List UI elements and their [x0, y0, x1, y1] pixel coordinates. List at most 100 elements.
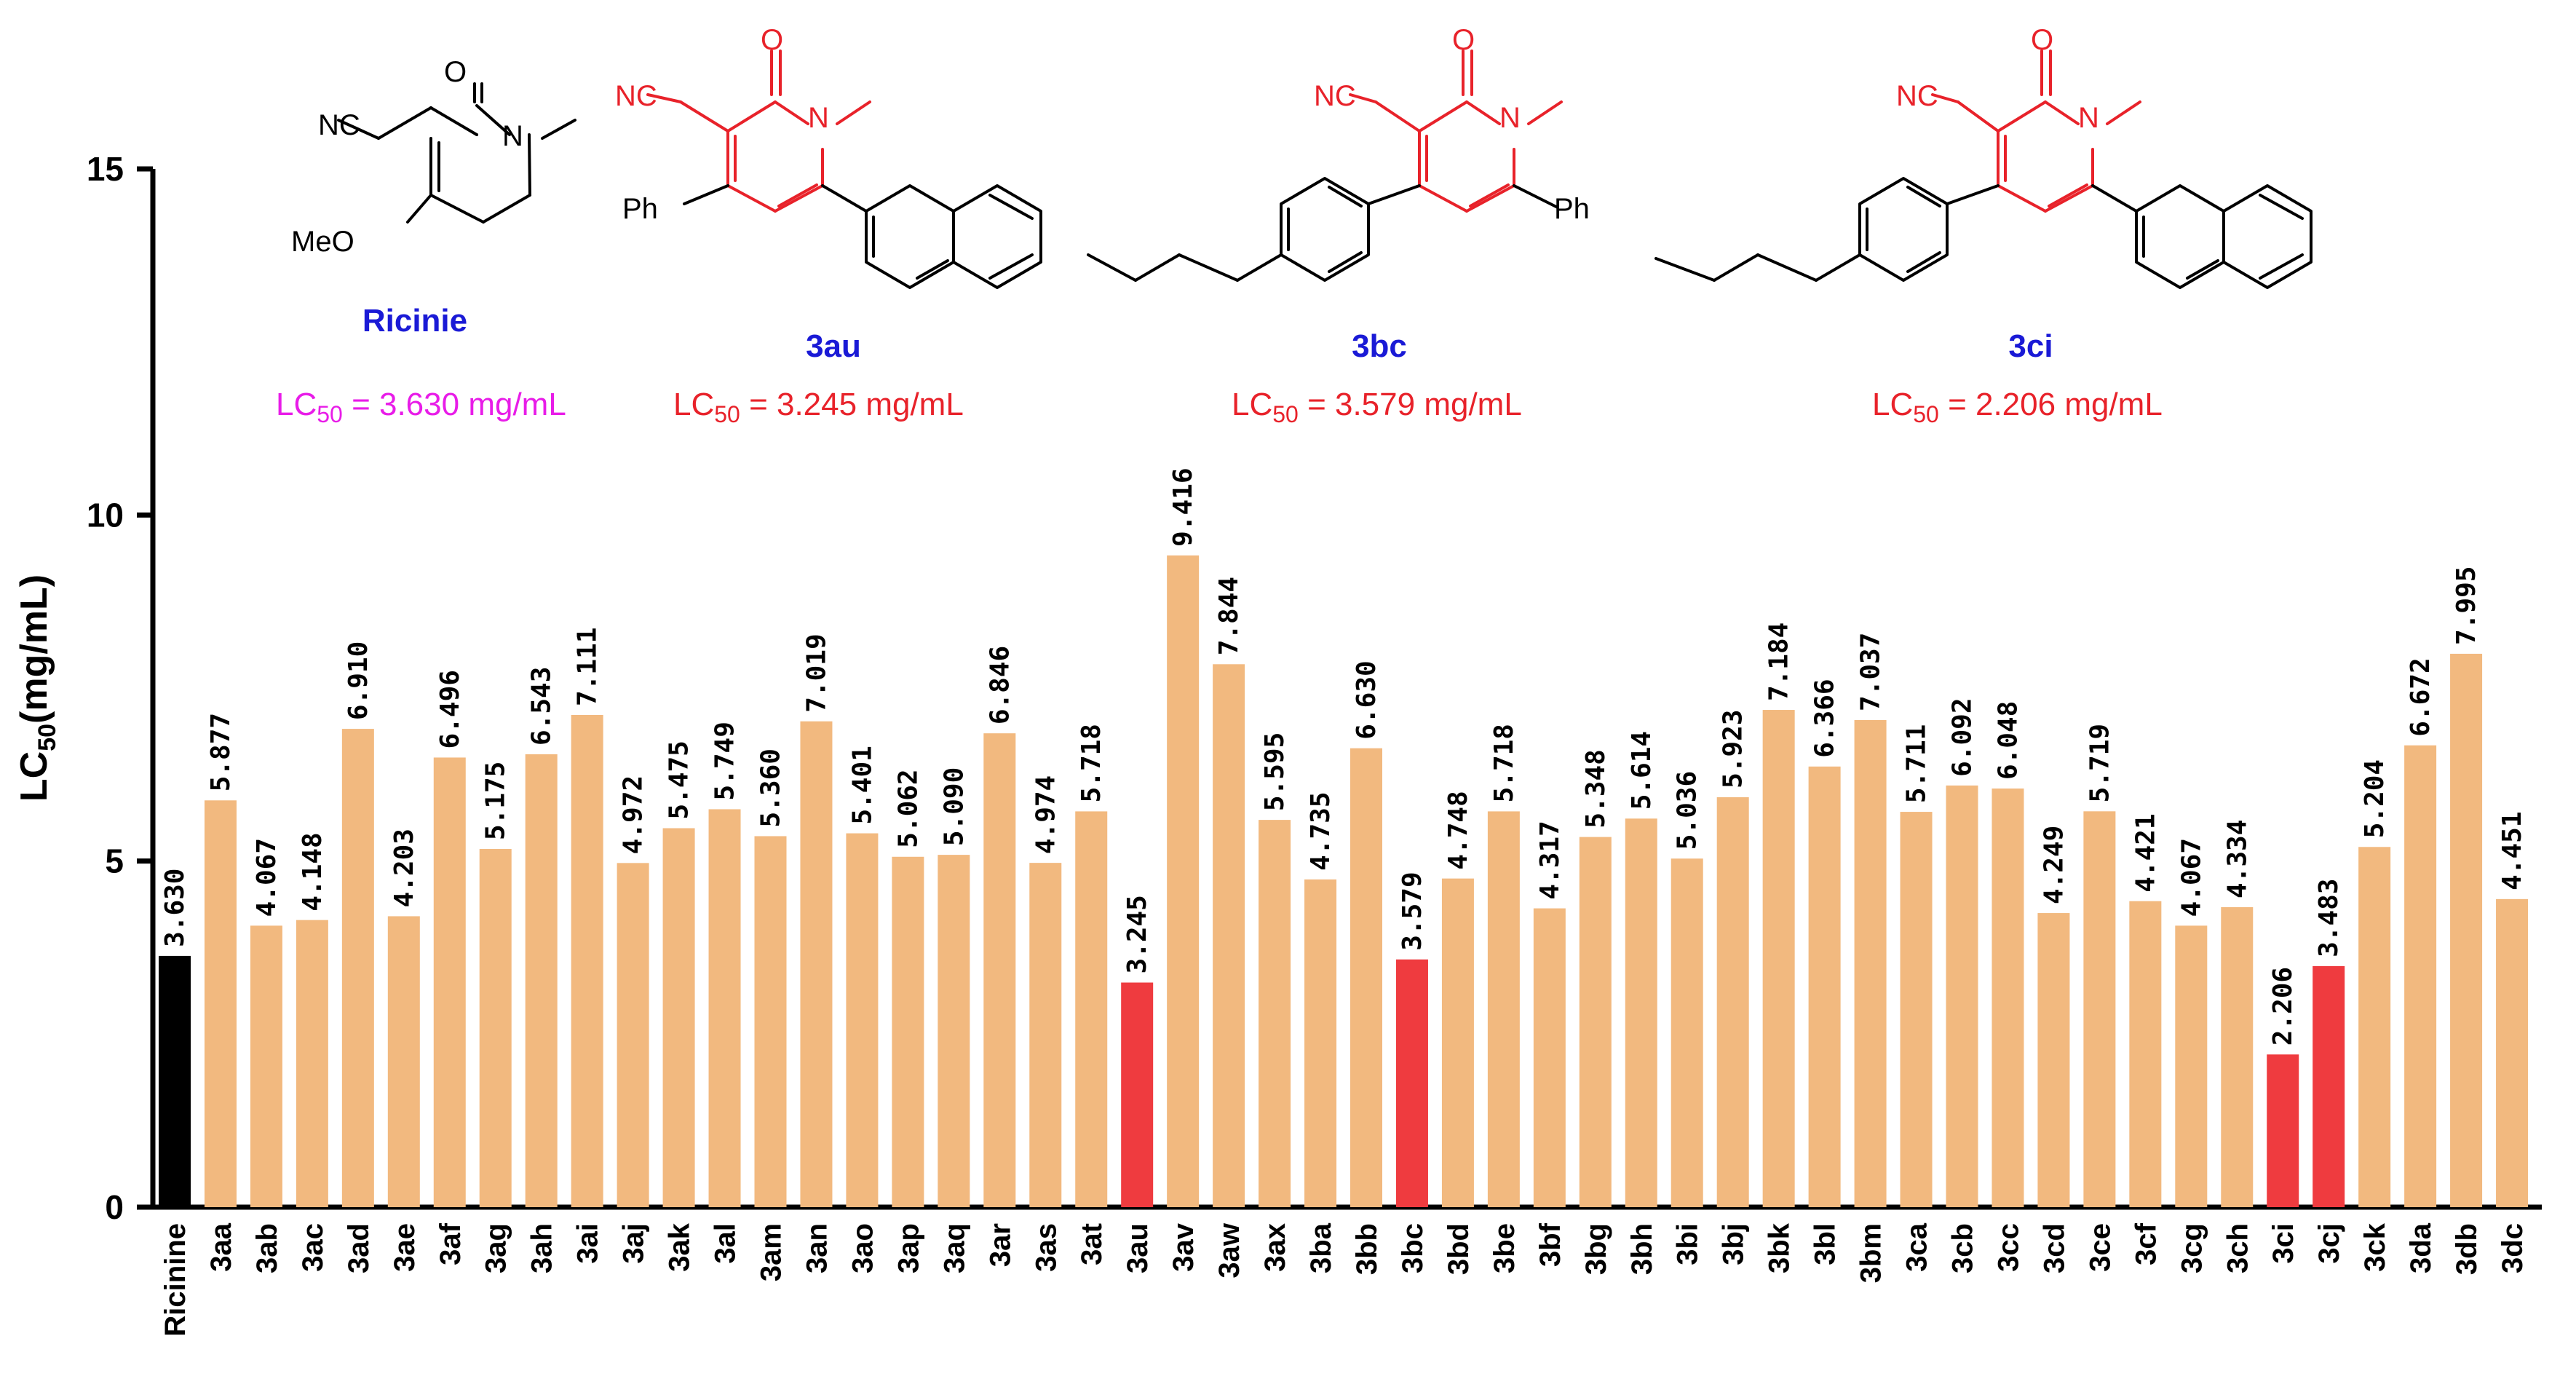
category-label-3cf: 3cf	[2130, 1222, 2162, 1265]
3ci-lc50: LC50 = 2.206 mg/mL	[1872, 387, 2163, 427]
value-label-3bd: 4.748	[1443, 791, 1473, 869]
3ci-pyridone-ring	[1931, 50, 2141, 213]
value-label-3ca: 5.711	[1902, 724, 1932, 803]
category-label-3ba: 3ba	[1305, 1222, 1337, 1273]
value-label-3bg: 5.348	[1581, 749, 1611, 828]
value-label-3dc: 4.451	[2497, 811, 2527, 890]
value-label-3cf: 4.421	[2131, 813, 2160, 892]
3ci-butylphenyl-naphthyl	[1654, 177, 2313, 289]
structure-3au: O NC N Ph 3au LC50 = 3.245 mg/mL	[615, 24, 1042, 427]
3au-nitrile: NC	[615, 80, 657, 112]
category-label-3aw: 3aw	[1213, 1222, 1245, 1278]
category-label-3cb: 3cb	[1947, 1223, 1979, 1273]
category-label-3af: 3af	[435, 1222, 467, 1265]
value-label-3bc: 3.579	[1398, 872, 1427, 950]
bar-3av	[1167, 555, 1200, 1207]
bar-3cd	[2037, 913, 2070, 1207]
category-label-3db: 3db	[2451, 1223, 2483, 1275]
bar-3at	[1075, 811, 1108, 1207]
bar-3dc	[2496, 898, 2529, 1207]
value-label-3aa: 5.877	[206, 713, 236, 791]
bar-3bm	[1854, 720, 1887, 1207]
category-label-3ak: 3ak	[664, 1222, 696, 1271]
category-label-3bi: 3bi	[1672, 1223, 1704, 1265]
category-label-3ci: 3ci	[2267, 1223, 2299, 1264]
ricinine-nitrogen: N	[502, 120, 523, 152]
category-label-3ae: 3ae	[389, 1223, 421, 1272]
category-label-3ad: 3ad	[343, 1223, 375, 1273]
category-label-3av: 3av	[1168, 1222, 1200, 1271]
value-label-3ap: 5.062	[893, 769, 923, 847]
bar-3ch	[2221, 906, 2254, 1207]
value-label-3ck: 5.204	[2360, 759, 2390, 838]
bar-3an	[800, 721, 833, 1207]
value-label-3ci: 2.206	[2268, 967, 2298, 1046]
bars	[159, 555, 2529, 1207]
value-label-3ag: 5.175	[481, 762, 511, 840]
bar-3db	[2450, 653, 2483, 1207]
category-label-3bl: 3bl	[1810, 1223, 1842, 1265]
bar-3bf	[1533, 908, 1566, 1207]
bar-3bh	[1625, 818, 1657, 1207]
category-label-3ce: 3ce	[2084, 1223, 2116, 1272]
3au-name: 3au	[806, 328, 861, 364]
3au-oxygen: O	[761, 24, 783, 56]
bar-3cf	[2129, 901, 2162, 1207]
structure-3bc: O NC N Ph 3bc LC50 = 3.579 mg/mL	[1087, 24, 1590, 427]
bar-3ci	[2267, 1054, 2299, 1207]
bar-3ca	[1900, 812, 1933, 1207]
bar-3cb	[1946, 785, 1978, 1207]
value-label-3bm: 7.037	[1856, 633, 1886, 711]
3ci-oxygen: O	[2031, 24, 2053, 56]
category-label-3bd: 3bd	[1443, 1223, 1475, 1275]
bar-3aq	[938, 855, 970, 1207]
bar-3aw	[1213, 664, 1245, 1207]
category-label-ricinine: Ricinine	[159, 1223, 191, 1337]
bar-3ap	[892, 856, 924, 1207]
value-label-3ak: 5.475	[665, 740, 694, 819]
value-label-3bk: 7.184	[1764, 623, 1794, 701]
bar-3bd	[1441, 878, 1474, 1207]
category-label-3aq: 3aq	[938, 1223, 970, 1273]
value-label-3ch: 4.334	[2222, 820, 2252, 898]
bar-3af	[433, 757, 466, 1207]
category-label-3cg: 3cg	[2176, 1223, 2208, 1273]
y-tick-label: 15	[87, 150, 124, 188]
value-label-3cb: 6.092	[1948, 698, 1978, 776]
bar-3bb	[1350, 748, 1382, 1207]
bar-3ck	[2358, 847, 2391, 1207]
value-label-3au: 3.245	[1122, 895, 1152, 973]
bar-ricinine	[159, 955, 191, 1207]
3ci-name: 3ci	[2008, 328, 2053, 364]
value-label-3bi: 5.036	[1673, 771, 1703, 850]
3au-lc50: LC50 = 3.245 mg/mL	[673, 387, 964, 427]
category-label-3be: 3be	[1489, 1223, 1521, 1273]
value-label-3bb: 6.630	[1352, 660, 1382, 739]
category-label-3at: 3at	[1076, 1223, 1108, 1265]
bar-3ao	[846, 833, 879, 1207]
3bc-butylphenyl	[1087, 177, 1559, 282]
value-label-3at: 5.718	[1077, 724, 1106, 802]
category-label-3au: 3au	[1122, 1223, 1154, 1273]
bar-3bi	[1671, 858, 1703, 1207]
category-label-3ac: 3ac	[297, 1223, 329, 1272]
category-label-3aj: 3aj	[618, 1223, 650, 1264]
bar-3ac	[296, 920, 328, 1207]
bar-3bj	[1716, 797, 1749, 1207]
bar-3ak	[662, 828, 695, 1207]
3au-phenyl-bond	[683, 184, 729, 205]
value-label-3aj: 4.972	[619, 775, 649, 854]
structure-3ci: O NC N 3ci LC50 = 2.206 mg/mL	[1654, 24, 2313, 427]
3bc-phenyl: Ph	[1554, 193, 1590, 225]
bar-3aj	[617, 863, 649, 1207]
bar-3ax	[1259, 820, 1291, 1207]
bar-3ba	[1304, 879, 1337, 1207]
3au-naphthyl	[821, 184, 1042, 289]
bar-3al	[708, 809, 741, 1207]
value-labels: 3.630 5.877 4.067 4.148 6.910 4.203 6.496 5.175…	[160, 467, 2527, 1046]
3bc-nitrile: NC	[1314, 80, 1356, 112]
category-label-3ah: 3ah	[526, 1223, 558, 1273]
category-label-3ax: 3ax	[1259, 1223, 1291, 1272]
value-label-3ce: 5.719	[2085, 724, 2115, 802]
value-label-3bj: 5.923	[1719, 710, 1748, 789]
